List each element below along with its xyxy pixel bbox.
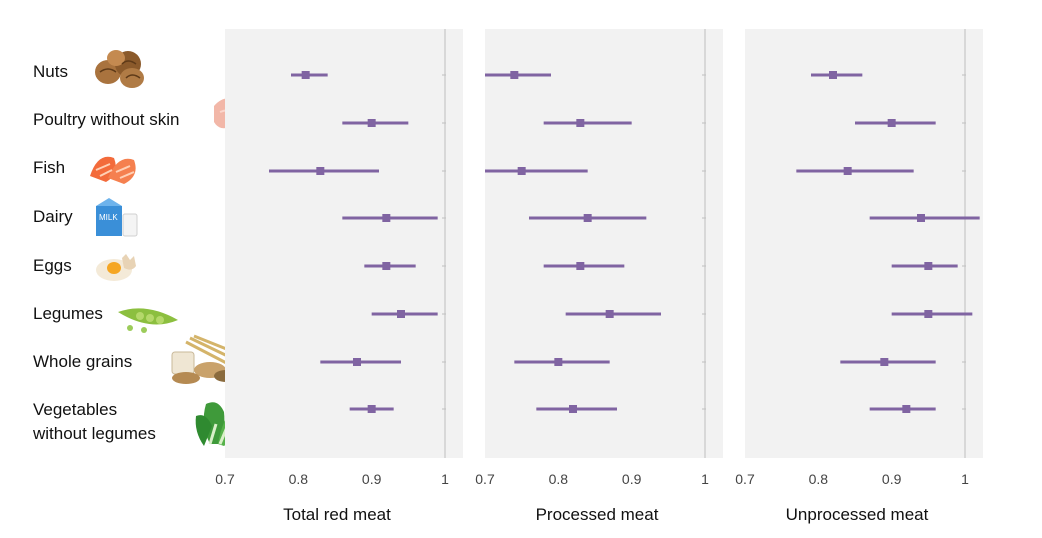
estimate-marker — [576, 262, 585, 270]
estimate-marker — [924, 262, 933, 270]
estimate-marker — [902, 405, 911, 413]
estimate-marker — [880, 358, 889, 366]
row-label-vegetables: Vegetables without legumes — [33, 400, 156, 443]
x-axis-title: Unprocessed meat — [786, 505, 929, 524]
estimate-marker — [367, 405, 376, 413]
estimate-marker — [887, 119, 896, 127]
row-label-nuts: Nuts — [33, 62, 68, 81]
x-tick-label: 0.8 — [549, 471, 569, 487]
estimate-marker — [517, 167, 526, 175]
milk-carton-label: MILK — [99, 213, 118, 222]
panel-background — [745, 29, 983, 458]
x-tick-label: 0.9 — [362, 471, 382, 487]
estimate-marker — [576, 119, 585, 127]
row-label-poultry: Poultry without skin — [33, 110, 180, 129]
estimate-marker — [301, 71, 310, 79]
estimate-marker — [382, 214, 391, 222]
estimate-marker — [367, 119, 376, 127]
salmon-fillet-icon — [90, 156, 136, 184]
cracked-egg-icon — [96, 254, 136, 281]
estimate-marker — [554, 358, 563, 366]
estimate-marker — [353, 358, 361, 366]
x-tick-label: 1 — [441, 471, 449, 487]
estimate-marker — [382, 262, 391, 270]
estimate-marker — [510, 71, 519, 79]
x-tick-label: 0.8 — [809, 471, 829, 487]
estimate-marker — [829, 71, 837, 79]
x-tick-label: 0.7 — [475, 471, 495, 487]
x-axis-title: Processed meat — [536, 505, 659, 524]
estimate-marker — [843, 167, 852, 175]
row-labels: Nuts Poultry without skin Fish Dairy Egg… — [0, 0, 230, 538]
x-tick-label: 0.9 — [622, 471, 642, 487]
x-tick-label: 0.7 — [215, 471, 235, 487]
estimate-marker — [924, 310, 933, 318]
milk-carton-icon: MILK — [96, 198, 138, 237]
walnuts-icon — [95, 50, 144, 88]
row-label-fish: Fish — [33, 158, 66, 177]
row-label-whole-grains: Whole grains — [33, 352, 133, 371]
estimate-marker — [397, 310, 405, 318]
panel-background — [485, 29, 723, 458]
x-axis-title: Total red meat — [283, 505, 391, 524]
x-tick-label: 1 — [701, 471, 709, 487]
estimate-marker — [569, 405, 577, 413]
pea-pod-icon — [118, 308, 178, 333]
row-label-dairy: Dairy — [33, 207, 73, 226]
estimate-marker — [316, 167, 325, 175]
x-tick-label: 0.9 — [882, 471, 902, 487]
estimate-marker — [605, 310, 614, 318]
estimate-marker — [583, 214, 592, 222]
row-label-legumes: Legumes — [33, 304, 103, 323]
x-tick-label: 0.8 — [289, 471, 309, 487]
x-tick-label: 1 — [961, 471, 969, 487]
row-label-eggs: Eggs — [33, 256, 72, 275]
estimate-marker — [917, 214, 925, 222]
panel-background — [225, 29, 463, 458]
x-tick-label: 0.7 — [735, 471, 755, 487]
